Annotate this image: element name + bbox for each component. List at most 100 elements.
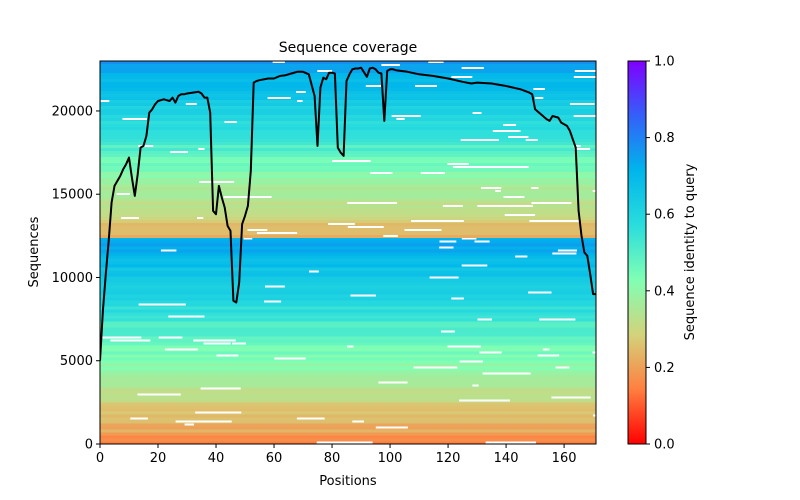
heatmap-row bbox=[100, 264, 596, 268]
heatmap-gap bbox=[121, 217, 139, 219]
heatmap-gap bbox=[415, 85, 437, 87]
heatmap-row bbox=[100, 67, 596, 70]
x-tick-label: 60 bbox=[266, 451, 283, 466]
heatmap-row bbox=[100, 273, 596, 277]
heatmap-gap bbox=[138, 303, 157, 306]
heatmap-gap bbox=[328, 223, 355, 225]
heatmap-row bbox=[100, 366, 596, 370]
colorbar-tick-label: 0.2 bbox=[654, 361, 675, 376]
heatmap-gap bbox=[472, 384, 479, 387]
heatmap-row bbox=[100, 363, 596, 367]
heatmap-row bbox=[100, 178, 596, 181]
heatmap-gap bbox=[223, 196, 272, 198]
heatmap-gap bbox=[274, 357, 306, 360]
heatmap-row bbox=[100, 196, 596, 199]
heatmap-gap bbox=[184, 423, 194, 426]
heatmap-gap bbox=[573, 115, 596, 117]
heatmap-row bbox=[100, 142, 596, 145]
heatmap-gap bbox=[130, 417, 148, 420]
x-tick-label: 160 bbox=[552, 451, 577, 466]
heatmap-gap bbox=[309, 270, 319, 273]
heatmap-gap bbox=[272, 61, 285, 63]
heatmap-row bbox=[100, 100, 596, 103]
x-tick-label: 20 bbox=[150, 451, 167, 466]
heatmap-row bbox=[100, 330, 596, 334]
heatmap-row bbox=[100, 133, 596, 136]
heatmap-gap bbox=[593, 414, 596, 417]
heatmap-row bbox=[100, 151, 596, 154]
heatmap-row bbox=[100, 333, 596, 337]
heatmap-row bbox=[100, 309, 596, 313]
heatmap-row bbox=[100, 214, 596, 217]
heatmap-row bbox=[100, 351, 596, 355]
heatmap-gap bbox=[447, 345, 481, 348]
heatmap-row bbox=[100, 303, 596, 307]
heatmap-gap bbox=[197, 217, 204, 219]
heatmap-gap bbox=[365, 85, 382, 87]
heatmap-row bbox=[100, 232, 596, 235]
heatmap-row bbox=[100, 312, 596, 316]
heatmap-row bbox=[100, 145, 596, 148]
heatmap-row bbox=[100, 127, 596, 130]
heatmap-gap bbox=[411, 220, 464, 222]
heatmap-row bbox=[100, 414, 596, 418]
heatmap-row bbox=[100, 211, 596, 214]
heatmap-gap bbox=[200, 387, 241, 390]
colorbar-tick-label: 0.4 bbox=[654, 284, 675, 299]
heatmap-row bbox=[100, 369, 596, 373]
heatmap-gap bbox=[375, 426, 408, 429]
heatmap-row bbox=[100, 154, 596, 157]
heatmap-row bbox=[100, 261, 596, 265]
heatmap-row bbox=[100, 324, 596, 328]
chart-title: Sequence coverage bbox=[279, 40, 418, 56]
heatmap-gap bbox=[551, 396, 591, 399]
heatmap-row bbox=[100, 255, 596, 259]
heatmap-gap bbox=[224, 121, 237, 123]
heatmap-row bbox=[100, 199, 596, 202]
heatmap-gap bbox=[185, 103, 197, 105]
heatmap-gap bbox=[347, 226, 367, 228]
y-tick-label: 10000 bbox=[52, 271, 93, 286]
heatmap-gap bbox=[503, 124, 517, 126]
heatmap-gap bbox=[439, 246, 454, 249]
heatmap-row bbox=[100, 378, 596, 382]
heatmap-row bbox=[100, 420, 596, 424]
x-tick-label: 120 bbox=[436, 451, 461, 466]
heatmap-row bbox=[100, 390, 596, 394]
heatmap-gap bbox=[555, 366, 570, 369]
heatmap-row bbox=[100, 381, 596, 385]
heatmap-row bbox=[100, 438, 596, 442]
heatmap-row bbox=[100, 300, 596, 304]
heatmap-row bbox=[100, 91, 596, 94]
heatmap-gap bbox=[557, 249, 577, 252]
heatmap-gap bbox=[539, 318, 576, 321]
heatmap-row bbox=[100, 423, 596, 427]
heatmap-gap bbox=[347, 202, 397, 204]
heatmap-gap bbox=[451, 76, 473, 78]
heatmap-row bbox=[100, 88, 596, 91]
heatmap-gap bbox=[552, 252, 577, 255]
x-tick-label: 40 bbox=[208, 451, 225, 466]
heatmap-gap bbox=[452, 166, 484, 168]
heatmap-gap bbox=[429, 276, 459, 279]
heatmap-row bbox=[100, 124, 596, 127]
heatmap-row bbox=[100, 342, 596, 346]
heatmap-gap bbox=[100, 100, 110, 102]
plot-frame bbox=[99, 60, 597, 445]
x-tick-label: 80 bbox=[324, 451, 341, 466]
colorbar-gradient bbox=[627, 60, 647, 445]
heatmap bbox=[100, 61, 596, 444]
heatmap-gap bbox=[441, 330, 455, 333]
heatmap-row bbox=[100, 106, 596, 109]
x-tick-label: 100 bbox=[378, 451, 403, 466]
heatmap-gap bbox=[396, 118, 405, 120]
heatmap-gap bbox=[451, 297, 464, 300]
heatmap-gap bbox=[317, 70, 333, 72]
heatmap-row bbox=[100, 121, 596, 124]
heatmap-row bbox=[100, 172, 596, 175]
heatmap-row bbox=[100, 115, 596, 118]
heatmap-gap bbox=[352, 420, 364, 423]
heatmap-gap bbox=[332, 160, 371, 162]
heatmap-gap bbox=[503, 196, 525, 198]
